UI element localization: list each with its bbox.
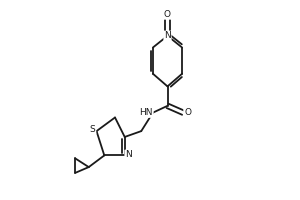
- Text: O: O: [164, 10, 171, 19]
- Text: N: N: [164, 31, 171, 40]
- Text: HN: HN: [140, 108, 153, 117]
- Text: N: N: [125, 150, 132, 159]
- Text: O: O: [184, 108, 191, 117]
- Text: S: S: [90, 125, 96, 134]
